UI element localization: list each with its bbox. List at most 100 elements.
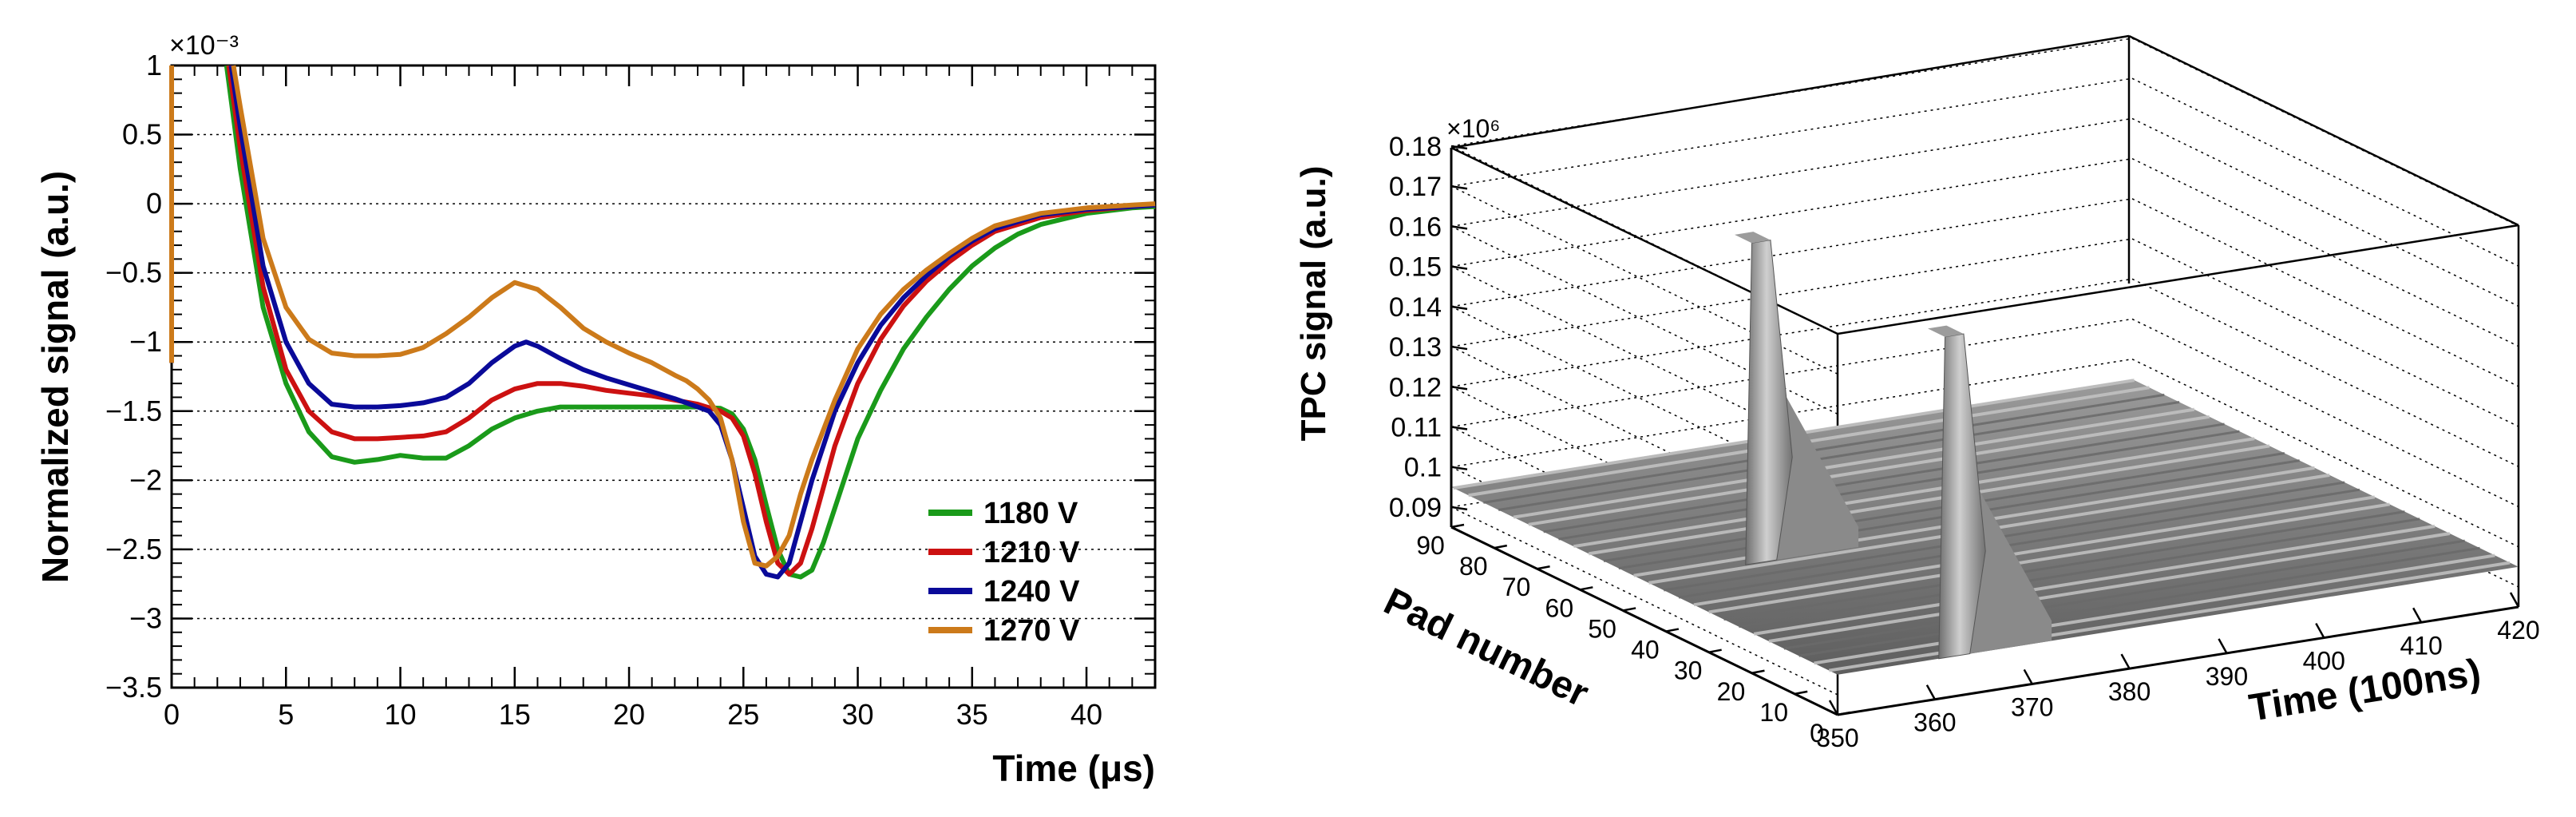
surface-stripe xyxy=(1723,510,2405,621)
time-tick-label: 420 xyxy=(2497,616,2539,644)
plot-frame xyxy=(170,64,1157,689)
front-axes xyxy=(1450,148,2519,716)
surface-stripe xyxy=(1588,444,2270,556)
time-tick-label: 380 xyxy=(2108,677,2151,706)
pad-tick-label: 90 xyxy=(1416,531,1445,560)
legend-label: 1240 V xyxy=(983,575,1080,609)
y-tick-label: −2 xyxy=(129,463,162,496)
y-tick-label: −1.5 xyxy=(105,395,162,427)
surface-stripe xyxy=(1693,495,2376,607)
left-wall-gridline xyxy=(1450,506,1838,696)
legend-label: 1270 V xyxy=(983,614,1080,648)
y-multiplier-label: ×10⁻³ xyxy=(169,30,239,61)
y-gridlines xyxy=(172,133,1155,620)
time-tick-mark xyxy=(2218,638,2228,654)
x-tick-label: 10 xyxy=(384,698,416,731)
series-line xyxy=(224,65,1156,580)
spike-face xyxy=(1938,333,1986,660)
z-tick-mark xyxy=(1450,305,1468,311)
legend-label: 1210 V xyxy=(983,536,1080,569)
side-gridline xyxy=(2131,318,2519,508)
pad-tick-mark xyxy=(1708,648,1722,653)
pad-tick-mark xyxy=(1837,711,1851,716)
time-tick-mark xyxy=(2412,607,2423,623)
x-axis-title: Time (μs) xyxy=(992,748,1155,789)
tpc-surface-chart: 0.090.10.110.120.130.140.150.160.170.18 … xyxy=(1294,34,2540,752)
surface-stripe xyxy=(1498,401,2180,511)
side-gridline xyxy=(2131,278,2519,467)
side-gridline xyxy=(2131,77,2519,267)
side-gridline xyxy=(2131,238,2519,427)
series-line xyxy=(226,65,1156,577)
pad-tick-mark xyxy=(1665,628,1680,633)
side-gridline xyxy=(2131,117,2519,307)
z-tick-mark xyxy=(1450,386,1468,391)
time-tick-label: 390 xyxy=(2206,662,2248,691)
legend-label: 1180 V xyxy=(983,497,1078,530)
surface-stripe xyxy=(1753,524,2436,636)
y-tick-label: −3 xyxy=(129,601,162,634)
side-gridline xyxy=(2131,198,2519,387)
y-axis-title: Normalized signal (a.u.) xyxy=(34,171,76,583)
series-lines xyxy=(169,65,1156,580)
x-tick-label: 30 xyxy=(842,698,874,731)
x-tick-label: 40 xyxy=(1070,698,1102,731)
surface-stripe xyxy=(1783,539,2466,650)
time-axis-title: Time (100ns) xyxy=(2246,652,2483,730)
surface-stripe xyxy=(1739,518,2420,629)
surface-stripe xyxy=(1678,488,2360,599)
pad-tick-label: 30 xyxy=(1674,656,1703,685)
pad-tick-mark xyxy=(1751,669,1765,675)
y-axis-ticks: 1 0.5 0 −0.5 −1 −1.5 −2 −2.5 −3 −3.5 xyxy=(105,49,1155,704)
z-tick-mark xyxy=(1450,225,1468,230)
side-gridline xyxy=(2131,359,2519,548)
z-tick-label: 0.12 xyxy=(1389,372,1442,403)
back-gridline xyxy=(1450,157,2133,268)
pad-tick-mark xyxy=(1622,607,1636,612)
back-gridline xyxy=(1450,198,2133,307)
time-tick-label: 350 xyxy=(1816,724,1858,752)
y-tick-label: 0 xyxy=(146,187,162,220)
z-tick-mark xyxy=(1450,426,1468,430)
spike-face xyxy=(1745,240,1793,565)
pad-tick-label: 50 xyxy=(1588,614,1616,643)
pad-tick-label: 80 xyxy=(1459,552,1488,581)
z-multiplier-label: ×10⁶ xyxy=(1446,114,1500,143)
y-tick-label: 0.5 xyxy=(122,118,162,151)
pad-tick-mark xyxy=(1537,565,1550,570)
surface-stripe xyxy=(1483,393,2165,504)
series-line xyxy=(228,65,1156,580)
pad-tick-label: 60 xyxy=(1545,593,1574,622)
time-tick-mark xyxy=(2023,668,2033,685)
time-tick-mark xyxy=(2120,653,2131,669)
z-tick-label: 0.18 xyxy=(1389,132,1442,162)
x-tick-label: 35 xyxy=(956,698,988,731)
x-tick-label: 20 xyxy=(613,698,645,731)
time-axis-ticks: 350 360 370 380 390 400 410 420 xyxy=(1816,592,2540,752)
surface-stripe xyxy=(1573,437,2255,549)
z-tick-label: 0.17 xyxy=(1389,172,1442,202)
pad-tick-mark xyxy=(1580,586,1593,591)
z-tick-label: 0.13 xyxy=(1389,332,1442,363)
z-tick-label: 0.15 xyxy=(1389,252,1442,283)
y-tick-label: −1 xyxy=(129,325,162,358)
spike-tail xyxy=(1776,379,1859,561)
pad-tick-mark xyxy=(1494,544,1508,549)
pad-tick-label: 10 xyxy=(1759,698,1788,727)
z-tick-label: 0.09 xyxy=(1389,493,1442,523)
z-tick-mark xyxy=(1450,265,1468,270)
signal-vs-time-chart: 1 0.5 0 −0.5 −1 −1.5 −2 −2.5 −3 −3.5 0 5 10 15 20 25 30… xyxy=(34,30,1157,789)
pad-tick-label: 0 xyxy=(1810,719,1824,748)
time-tick-mark xyxy=(1925,684,1936,700)
z-tick-label: 0.14 xyxy=(1389,292,1442,323)
z-tick-label: 0.11 xyxy=(1391,412,1442,442)
legend: 1180 V 1210 V 1240 V 1270 V xyxy=(928,497,1080,648)
x-tick-label: 0 xyxy=(164,698,180,731)
spike-top xyxy=(1735,232,1771,244)
side-gridline xyxy=(2131,157,2519,347)
surface-stripe xyxy=(1768,532,2451,643)
surface-stripe xyxy=(1708,502,2390,614)
time-tick-label: 400 xyxy=(2303,647,2345,676)
time-tick-label: 410 xyxy=(2400,631,2442,660)
x-tick-label: 5 xyxy=(278,698,294,731)
